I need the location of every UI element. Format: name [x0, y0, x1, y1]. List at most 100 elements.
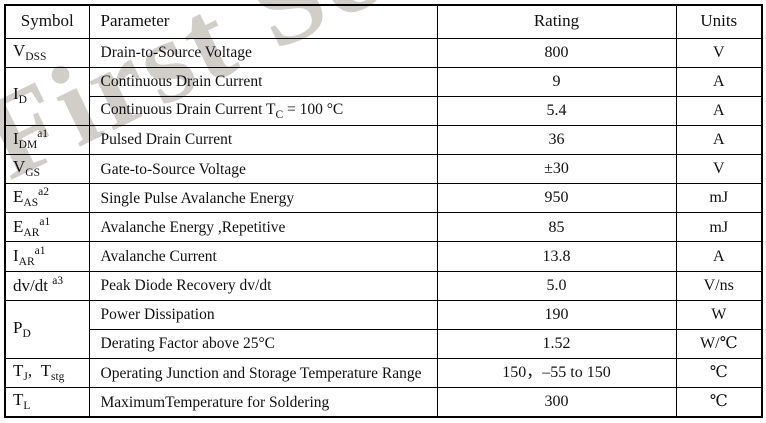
- table-row: Derating Factor above 25°C 1.52 W/℃: [5, 328, 763, 360]
- header-rating: Rating: [436, 4, 677, 39]
- text: P: [13, 317, 23, 337]
- units-cell: A: [675, 241, 763, 272]
- symbol-cell: VDSS: [4, 37, 90, 68]
- sub-text: D: [22, 327, 31, 340]
- header-units: Units: [675, 4, 763, 39]
- units-cell: W: [675, 299, 763, 330]
- parameter-cell: Operating Junction and Storage Temperatu…: [88, 358, 438, 389]
- parameter-cell: Single Pulse Avalanche Energy: [88, 183, 438, 214]
- text: Pulsed Drain Current: [100, 131, 233, 149]
- sub-text: GS: [25, 167, 40, 180]
- text: I: [13, 84, 19, 104]
- text: dv/dt: [13, 276, 53, 296]
- units-cell: A: [675, 66, 763, 97]
- text: Derating Factor above 25°C: [100, 335, 276, 353]
- parameter-cell: Peak Diode Recovery dv/dt: [88, 270, 438, 301]
- text: Operating Junction and Storage Temperatu…: [100, 364, 422, 382]
- symbol-cell: TJ, Tstg: [4, 358, 90, 389]
- table-row: IARa1 Avalanche Current 13.8 A: [4, 241, 763, 272]
- table-row: PD Power Dissipation 190 W: [4, 299, 763, 360]
- symbol-cell: ID: [4, 66, 90, 126]
- sub-text: AS: [23, 197, 39, 210]
- table-row: ID Continuous Drain Current 9 A: [4, 66, 763, 126]
- text: Drain-to-Source Voltage: [100, 44, 252, 62]
- sub-text: stg: [51, 371, 65, 384]
- rating-cell: 800: [436, 37, 677, 68]
- table-row: TL MaximumTemperature for Soldering 300 ℃: [4, 387, 763, 418]
- rating-cell: 1.52: [436, 328, 677, 360]
- parameter-cell: Derating Factor above 25°C: [88, 328, 438, 360]
- table-row: VDSS Drain-to-Source Voltage 800 V: [4, 37, 763, 68]
- header-symbol: Symbol: [4, 4, 90, 39]
- header-row: Symbol Parameter Rating Units: [4, 4, 763, 39]
- units-cell: W/℃: [675, 328, 763, 360]
- parameter-cell: MaximumTemperature for Soldering: [88, 387, 438, 418]
- text: Peak Diode Recovery dv/dt: [100, 277, 272, 295]
- sub-text: AR: [23, 226, 40, 239]
- table-row: EARa1 Avalanche Energy ,Repetitive 85 mJ: [4, 212, 763, 243]
- table-row: Continuous Drain Current TC = 100 °C 5.4 A: [5, 95, 763, 126]
- text: T: [40, 361, 52, 381]
- text: Avalanche Current: [100, 248, 217, 266]
- parameter-cell: Gate-to-Source Voltage: [88, 154, 438, 185]
- text: T: [13, 390, 24, 410]
- sup-text: a1: [37, 128, 49, 141]
- text: MaximumTemperature for Soldering: [100, 393, 330, 411]
- text: I: [13, 245, 19, 265]
- sub-text: D: [18, 94, 27, 107]
- rating-cell: 13.8: [436, 241, 677, 272]
- rating-cell: 5.4: [436, 95, 677, 126]
- symbol-cell: IDMa1: [4, 124, 90, 156]
- table-body: VDSS Drain-to-Source Voltage 800 V ID Continu…: [4, 37, 763, 418]
- table-row: dv/dt a3 Peak Diode Recovery dv/dt 5.0 V/ns: [4, 270, 763, 301]
- symbol-cell: EASa2: [4, 183, 90, 214]
- sup-text: a1: [39, 215, 51, 228]
- rating-cell: 150，–55 to 150: [436, 358, 677, 389]
- sup-text: a1: [34, 244, 46, 257]
- parameter-cell: Pulsed Drain Current: [88, 124, 438, 156]
- units-cell: ℃: [675, 387, 763, 418]
- units-cell: mJ: [675, 183, 763, 214]
- table-row: EASa2 Single Pulse Avalanche Energy 950 mJ: [4, 183, 763, 214]
- text: V: [13, 40, 26, 60]
- text: Gate-to-Source Voltage: [100, 160, 246, 178]
- units-cell: mJ: [675, 212, 763, 243]
- rating-cell: 36: [436, 124, 677, 156]
- symbol-cell: TL: [4, 387, 90, 418]
- symbol-cell: IARa1: [4, 241, 90, 272]
- header-parameter: Parameter: [88, 4, 438, 39]
- symbol-cell: VGS: [4, 154, 90, 185]
- text: I: [13, 129, 19, 149]
- text: Single Pulse Avalanche Energy: [100, 189, 295, 207]
- text: Continuous Drain Current T: [100, 100, 276, 118]
- units-cell: V: [675, 37, 763, 68]
- units-cell: A: [675, 95, 763, 126]
- text: Avalanche Energy ,Repetitive: [100, 218, 286, 236]
- sub-text: DM: [18, 139, 38, 152]
- parameter-cell: Avalanche Energy ,Repetitive: [88, 212, 438, 243]
- text: E: [13, 187, 24, 207]
- rating-cell: 85: [436, 212, 677, 243]
- sub-text: L: [23, 400, 31, 413]
- text: Continuous Drain Current: [100, 73, 263, 91]
- text: ,: [27, 361, 41, 381]
- rating-cell: 300: [436, 387, 677, 418]
- units-cell: V/ns: [675, 270, 763, 301]
- symbol-cell: PD: [4, 299, 90, 360]
- text: Power Dissipation: [100, 306, 215, 324]
- rating-cell: 5.0: [436, 270, 677, 301]
- text: V: [13, 157, 26, 177]
- parameter-cell: Continuous Drain Current: [88, 66, 438, 97]
- symbol-cell: dv/dt a3: [4, 270, 90, 301]
- rating-cell: 190: [436, 299, 677, 330]
- text: = 100 °C: [283, 100, 344, 118]
- sub-text: J: [23, 371, 28, 384]
- rating-cell: ±30: [436, 154, 677, 185]
- symbol-cell: EARa1: [4, 212, 90, 243]
- rating-cell: 9: [436, 66, 677, 97]
- parameter-cell: Avalanche Current: [88, 241, 438, 272]
- units-cell: A: [675, 124, 763, 156]
- ratings-table: Symbol Parameter Rating Units VDSS Drain-…: [4, 4, 763, 418]
- text: E: [13, 216, 24, 236]
- sub-text: AR: [18, 255, 35, 268]
